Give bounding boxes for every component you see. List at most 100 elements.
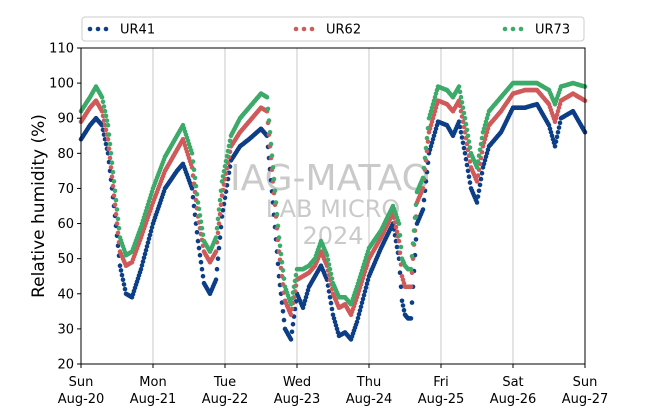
point-ur41: [300, 305, 306, 311]
point-ur73: [466, 139, 472, 144]
point-ur62: [110, 183, 116, 189]
point-ur73: [266, 118, 272, 123]
point-ur41: [461, 145, 467, 151]
point-ur62: [409, 270, 415, 276]
point-ur73: [197, 213, 203, 218]
point-ur41: [554, 134, 560, 140]
data-points: [78, 80, 588, 342]
point-ur73: [428, 108, 434, 114]
point-ur73: [421, 165, 427, 171]
point-ur62: [397, 250, 403, 256]
point-ur73: [408, 266, 414, 272]
point-ur41: [117, 263, 123, 269]
point-ur73: [328, 271, 334, 277]
point-ur73: [225, 148, 231, 154]
point-ur73: [481, 126, 487, 132]
point-ur73: [476, 153, 482, 158]
point-ur41: [304, 291, 310, 297]
legend-label-ur41: UR41: [120, 23, 155, 38]
y-tick-label-60: 60: [57, 217, 74, 232]
point-ur73: [223, 158, 229, 164]
watermark-line-1: IAG-MATAO: [230, 158, 430, 199]
point-ur73: [278, 251, 284, 257]
point-ur41: [477, 182, 483, 188]
point-ur73: [467, 145, 473, 150]
point-ur41: [460, 140, 466, 146]
point-ur62: [109, 174, 115, 179]
point-ur41: [334, 326, 340, 332]
point-ur73: [277, 243, 283, 249]
point-ur73: [114, 207, 120, 212]
point-ur41: [195, 238, 201, 244]
x-tick-label-aug-20: Aug-20: [58, 392, 105, 407]
point-ur41: [355, 315, 361, 321]
point-ur73: [109, 160, 115, 165]
point-ur62: [108, 165, 114, 170]
point-ur41: [302, 298, 308, 304]
point-ur41: [280, 309, 286, 314]
point-ur62: [107, 155, 113, 161]
point-ur62: [114, 221, 120, 226]
point-ur73: [482, 122, 488, 128]
point-ur73: [217, 197, 223, 203]
point-ur41: [103, 141, 109, 147]
point-ur62: [289, 306, 295, 312]
point-ur41: [329, 306, 335, 312]
point-ur41: [360, 296, 366, 302]
point-ur62: [420, 186, 426, 191]
point-ur62: [399, 273, 405, 279]
x-axis: Sun Aug-20 Mon Aug-21 Tue Aug-22 Wed Aug-23 Thu A…: [58, 364, 609, 407]
y-tick-label-100: 100: [49, 77, 74, 92]
series-ur41: [78, 101, 588, 342]
point-ur62: [103, 127, 109, 133]
point-ur73: [113, 197, 119, 203]
point-ur62: [219, 193, 225, 198]
point-ur73: [462, 115, 468, 121]
point-ur62: [433, 105, 439, 110]
point-ur41: [463, 156, 469, 162]
point-ur73: [276, 235, 282, 240]
point-ur41: [547, 126, 553, 132]
point-ur41: [553, 139, 559, 144]
point-ur41: [466, 174, 472, 179]
point-ur62: [430, 115, 436, 121]
point-ur41: [332, 319, 338, 325]
point-ur73: [268, 141, 274, 147]
point-ur62: [425, 139, 431, 144]
point-ur41: [290, 321, 296, 327]
legend-marker-ur73: [518, 26, 524, 32]
point-ur73: [292, 278, 298, 284]
point-ur41: [428, 144, 434, 149]
point-ur73: [457, 89, 463, 95]
point-ur62: [217, 211, 223, 217]
x-tick-day-aug-27: Sun: [573, 375, 598, 390]
point-ur41: [462, 151, 468, 156]
point-ur73: [199, 225, 205, 231]
point-ur62: [216, 221, 222, 226]
point-ur73: [281, 276, 287, 281]
point-ur62: [484, 130, 490, 135]
point-ur73: [427, 112, 433, 117]
point-ur73: [192, 175, 198, 181]
x-tick-label-aug-27: Aug-27: [562, 392, 609, 407]
legend-marker-ur62: [293, 26, 299, 32]
legend-frame: [81, 16, 585, 42]
point-ur41: [394, 244, 400, 250]
point-ur41: [218, 224, 224, 230]
point-ur73: [423, 145, 429, 151]
point-ur41: [216, 245, 222, 251]
point-ur73: [107, 141, 113, 147]
point-ur62: [400, 277, 406, 283]
point-ur73: [274, 211, 280, 217]
point-ur41: [289, 329, 295, 335]
x-tick-day-aug-23: Wed: [283, 375, 311, 390]
point-ur41: [431, 133, 437, 139]
point-ur62: [428, 122, 434, 128]
point-ur41: [190, 194, 196, 200]
y-tick-label-20: 20: [57, 358, 74, 373]
point-ur41: [327, 295, 333, 300]
point-ur41: [458, 130, 464, 135]
point-ur62: [431, 112, 437, 117]
point-ur41: [142, 251, 148, 257]
point-ur73: [324, 252, 330, 258]
